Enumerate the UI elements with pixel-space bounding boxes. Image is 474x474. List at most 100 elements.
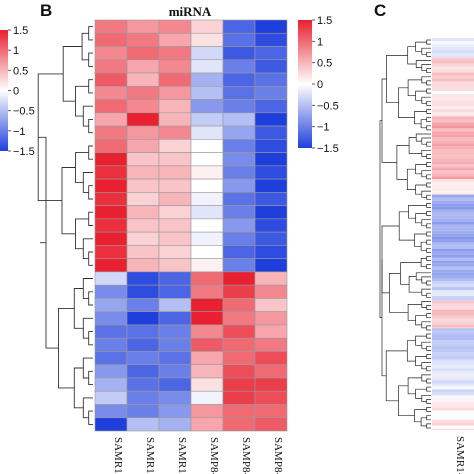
- heatmap-cell: [158, 125, 192, 140]
- heatmap-cell: [222, 311, 256, 326]
- dendrogram-link: [415, 335, 427, 346]
- dendrogram-link: [82, 278, 93, 299]
- heatmap-cell: [254, 364, 288, 379]
- heatmap-cell: [254, 46, 288, 61]
- heatmap-cell: [190, 337, 224, 352]
- strip-segment: [432, 266, 474, 270]
- dendrogram-link: [82, 105, 93, 127]
- heatmap-cell: [190, 404, 224, 419]
- heatmap-cell: [126, 231, 160, 246]
- strip-segment: [432, 100, 474, 103]
- heatmap-cell: [254, 245, 288, 259]
- heatmap-cell: [254, 351, 288, 366]
- dendrogram-link: [415, 164, 427, 175]
- strip-segment: [432, 72, 474, 76]
- dendrogram-link: [426, 407, 431, 412]
- dendrogram-link: [426, 223, 431, 229]
- heatmap-cell: [222, 112, 256, 127]
- heatmap-cell: [94, 165, 128, 180]
- heatmap-cell: [94, 192, 128, 206]
- strip-segment: [432, 290, 474, 293]
- strip-segment: [432, 188, 474, 192]
- heatmap-cell: [254, 324, 288, 339]
- heatmap-cell: [222, 258, 256, 273]
- dendrogram-link: [426, 182, 431, 188]
- dendrogram-link: [426, 68, 431, 74]
- heatmap-cell: [94, 19, 128, 34]
- dendrogram-link: [415, 41, 427, 52]
- heatmap-cell: [158, 72, 192, 87]
- dendrogram-link: [73, 367, 84, 409]
- dendrogram-link: [426, 141, 431, 147]
- heatmap-cell: [126, 324, 160, 339]
- heatmap-cell: [158, 19, 192, 34]
- heatmap-cell: [190, 298, 224, 312]
- strip-segment: [432, 331, 474, 335]
- color-key-tick-label: 0.5: [13, 65, 28, 77]
- strip-segment: [432, 106, 474, 109]
- heatmap-cell: [158, 417, 192, 432]
- heatmap-cell: [158, 139, 192, 153]
- heatmap-cell: [94, 112, 128, 127]
- heatmap-cell: [94, 178, 128, 193]
- dendrogram-link: [426, 162, 431, 167]
- strip-segment: [432, 300, 474, 304]
- strip-segment: [432, 134, 474, 138]
- heatmap-cell: [190, 72, 224, 87]
- dendrogram-link: [426, 354, 431, 359]
- strip-segment: [432, 395, 474, 399]
- dendrogram-link: [88, 370, 93, 386]
- strip-segment: [432, 422, 474, 426]
- color-key-tick-label: 1: [317, 36, 323, 48]
- heatmap-cell: [222, 85, 256, 100]
- strip-segment: [432, 38, 474, 41]
- heatmap-cell: [158, 231, 192, 246]
- heatmap-cell: [126, 125, 160, 140]
- strip-segment: [432, 272, 474, 276]
- dendrogram-link: [381, 225, 400, 294]
- dendrogram-link: [414, 233, 427, 247]
- dendrogram-link: [408, 205, 427, 219]
- heatmap-cell: [158, 390, 192, 405]
- dendrogram-link: [426, 345, 431, 351]
- strip-segment: [432, 377, 474, 381]
- heatmap-cell: [222, 351, 256, 366]
- heatmap-cell: [158, 112, 192, 127]
- heatmap-cell: [190, 377, 224, 392]
- strip-segment: [432, 53, 474, 56]
- dendrogram-link: [88, 291, 93, 306]
- dendrogram-link: [426, 88, 431, 94]
- heatmap-cell: [222, 337, 256, 352]
- heatmap-cell: [222, 152, 256, 167]
- heatmap-cell: [222, 32, 256, 47]
- strip-segment: [432, 410, 474, 414]
- dendrogram-link: [88, 52, 93, 67]
- dendrogram-link: [400, 262, 422, 285]
- panel-b-letter: B: [40, 1, 52, 20]
- column-label: SAMR1-2: [144, 437, 156, 474]
- heatmap-cell: [190, 390, 224, 405]
- heatmap-cell: [94, 311, 128, 326]
- heatmap-cell: [190, 165, 224, 180]
- strip-segment: [432, 306, 474, 310]
- strip-segment: [432, 358, 474, 360]
- column-labels-c: SAMR1-1: [454, 436, 466, 474]
- dendrogram-link: [426, 211, 431, 216]
- heatmap-cell: [254, 99, 288, 114]
- color-key-tick-label: −0.5: [13, 106, 35, 118]
- heatmap-cell: [94, 351, 128, 366]
- heatmap-cell: [222, 298, 256, 312]
- strip-segment: [432, 318, 474, 322]
- color-key-tick-label: 0: [317, 79, 323, 91]
- strip-segment: [432, 419, 474, 423]
- heatmap-cell: [94, 99, 128, 114]
- dendrogram-link: [426, 174, 431, 180]
- strip-segment: [432, 155, 474, 159]
- heatmap-cell: [190, 59, 224, 74]
- dendrogram-link: [426, 247, 431, 253]
- heatmap-cell: [126, 32, 160, 47]
- color-key: 1.5 1 0.5 0 −0.5 −1 −1.5: [298, 15, 339, 155]
- heatmap-cell: [222, 364, 256, 379]
- strip-segment: [432, 383, 474, 387]
- heatmap-cell: [222, 205, 256, 220]
